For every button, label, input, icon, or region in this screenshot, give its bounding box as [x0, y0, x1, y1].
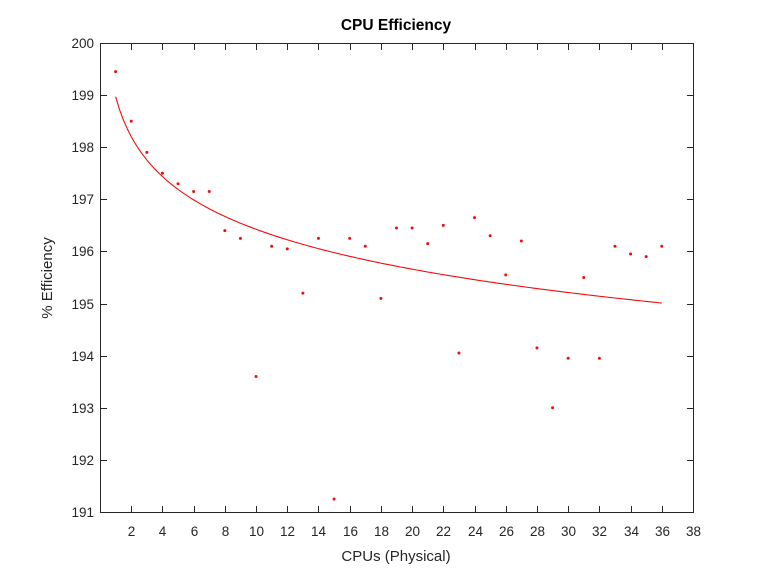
scatter-point [597, 356, 601, 360]
scatter-point [660, 244, 664, 248]
fit-line [115, 96, 662, 304]
scatter-point [629, 252, 633, 256]
chart-title: CPU Efficiency [341, 17, 452, 34]
scatter-point [129, 119, 133, 123]
x-tick-label: 2 [128, 524, 136, 539]
x-tick-label: 4 [159, 524, 167, 539]
y-tick-label: 192 [71, 453, 94, 468]
x-tick-label: 32 [592, 524, 607, 539]
y-tick-label: 191 [71, 505, 94, 520]
scatter-point [114, 70, 118, 74]
x-tick-label: 18 [374, 524, 389, 539]
x-tick-label: 30 [561, 524, 576, 539]
scatter-point [316, 236, 320, 240]
x-tick-label: 38 [686, 524, 701, 539]
scatter-point [395, 226, 398, 230]
scatter-point [207, 190, 211, 194]
scatter-point [285, 247, 289, 251]
y-tick-label: 197 [71, 192, 94, 207]
x-tick-label: 6 [191, 524, 199, 539]
x-tick-label: 22 [436, 524, 451, 539]
scatter-point [145, 150, 149, 154]
scatter-point [270, 244, 274, 248]
data-series-layer [114, 70, 664, 501]
scatter-point [613, 244, 617, 248]
y-tick-label: 193 [71, 401, 94, 416]
scatter-point [473, 216, 477, 220]
x-tick-label: 14 [311, 524, 327, 539]
scatter-point [410, 226, 414, 230]
scatter-point [348, 236, 352, 240]
scatter-point [441, 223, 445, 227]
y-tick-label: 199 [71, 88, 94, 103]
scatter-point [332, 497, 336, 501]
y-tick-label: 198 [71, 140, 94, 155]
scatter-point [519, 239, 523, 243]
x-tick-label: 8 [222, 524, 230, 539]
x-tick-label: 24 [468, 524, 484, 539]
scatter-point [238, 236, 242, 240]
scatter-point [379, 296, 383, 300]
axis-box [100, 43, 694, 513]
x-tick-label: 20 [405, 524, 420, 539]
scatter-point [535, 346, 539, 350]
scatter-point [301, 291, 305, 295]
scatter-point [551, 406, 555, 410]
x-tick-label: 28 [530, 524, 545, 539]
scatter-point [488, 234, 492, 238]
x-axis-label: CPUs (Physical) [341, 548, 450, 565]
scatter-point [160, 171, 164, 175]
scatter-point [254, 375, 258, 379]
y-tick-label: 196 [71, 244, 94, 259]
y-tick-label: 194 [71, 349, 94, 364]
x-tick-label: 16 [343, 524, 358, 539]
y-axis-label: % Efficiency [39, 237, 56, 319]
y-tick-label: 195 [71, 297, 94, 312]
scatter-point [457, 351, 461, 355]
x-tick-label: 12 [280, 524, 295, 539]
scatter-point [223, 229, 227, 233]
scatter-point [192, 190, 196, 194]
scatter-point [363, 244, 367, 248]
axes-layer: 2 4 6 8 10 12 14 16 18 20 22 24 26 28 30 32 34 36 38191192… [71, 36, 701, 539]
scatter-point [504, 273, 508, 277]
scatter-point [582, 276, 586, 279]
scatter-point [426, 242, 430, 246]
x-tick-label: 10 [249, 524, 264, 539]
x-tick-label: 34 [624, 524, 640, 539]
scatter-point [644, 255, 648, 259]
scatter-point [176, 182, 180, 186]
scatter-point [566, 356, 570, 360]
y-tick-label: 200 [71, 36, 94, 51]
x-tick-label: 26 [499, 524, 514, 539]
x-tick-label: 36 [655, 524, 670, 539]
